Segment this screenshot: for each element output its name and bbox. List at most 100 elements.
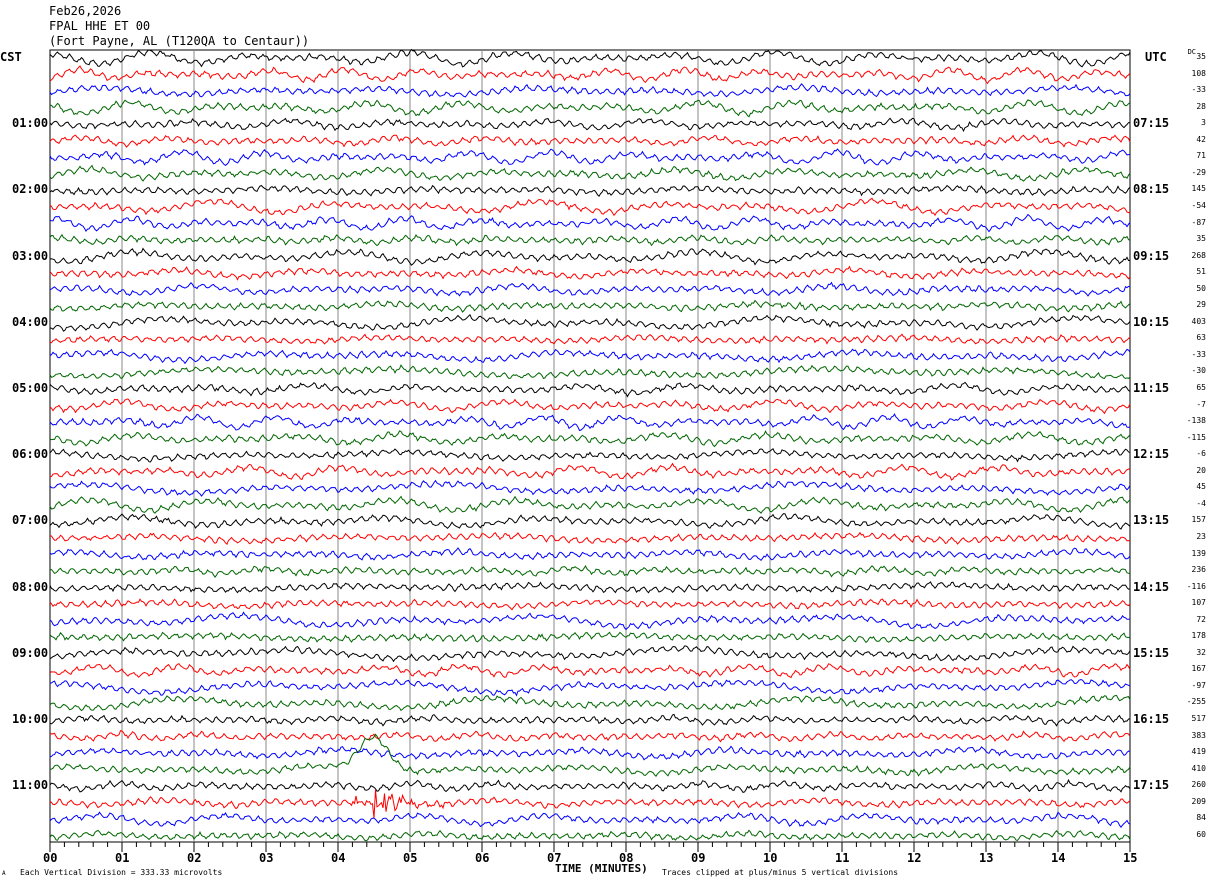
trace-0 xyxy=(49,48,1131,68)
dc-offset: -33 xyxy=(1191,85,1206,95)
trace-46 xyxy=(49,811,1131,829)
trace-47 xyxy=(49,829,1131,842)
trace-37 xyxy=(49,663,1131,679)
utc-hour-label: 12:15 xyxy=(1133,447,1170,462)
dc-offset: 20 xyxy=(1196,465,1206,475)
utc-label: UTC xyxy=(1145,50,1167,64)
x-tick-label: 12 xyxy=(907,851,922,865)
x-tick-label: 06 xyxy=(475,851,490,865)
dc-offset: 3 xyxy=(1201,118,1206,128)
dc-offset: 45 xyxy=(1196,482,1206,492)
trace-8 xyxy=(49,184,1131,197)
trace-41 xyxy=(49,729,1131,743)
plot-frame xyxy=(49,49,1131,843)
trace-30 xyxy=(49,547,1131,562)
dc-offset: -6 xyxy=(1196,449,1206,459)
x-tick-label: 03 xyxy=(259,851,274,865)
trace-34 xyxy=(49,611,1131,631)
x-tick-label: 07 xyxy=(547,851,562,865)
utc-hour-label: 11:15 xyxy=(1133,381,1170,395)
x-tick-label: 09 xyxy=(691,851,706,865)
dc-offset: 107 xyxy=(1191,598,1206,608)
trace-2 xyxy=(49,83,1131,98)
dc-offset: 145 xyxy=(1191,184,1206,194)
trace-24 xyxy=(49,448,1131,463)
trace-10 xyxy=(49,213,1131,233)
trace-28 xyxy=(49,513,1131,530)
dc-offset: -97 xyxy=(1191,680,1206,690)
dc-offset: 72 xyxy=(1196,614,1206,624)
trace-43 xyxy=(49,733,1131,777)
trace-15 xyxy=(49,299,1131,313)
dc-offset: -54 xyxy=(1191,200,1206,210)
trace-14 xyxy=(49,281,1131,297)
cst-hour-label: 06:00 xyxy=(12,447,49,462)
dc-offset: 419 xyxy=(1191,747,1206,757)
trace-36 xyxy=(49,645,1131,663)
dc-offset: 383 xyxy=(1191,730,1206,740)
dc-offset: -138 xyxy=(1186,416,1206,426)
dc-offset: 65 xyxy=(1196,383,1206,392)
cst-hour-label: 10:00 xyxy=(12,712,49,726)
cst-hour-label: 02:00 xyxy=(12,182,49,197)
cst-label: CST xyxy=(0,50,22,64)
trace-40 xyxy=(49,713,1131,727)
trace-13 xyxy=(49,265,1131,281)
dc-offset: 29 xyxy=(1196,300,1206,310)
trace-11 xyxy=(49,233,1131,247)
dc-offset: 63 xyxy=(1196,333,1206,343)
dc-offset: -4 xyxy=(1196,498,1206,508)
trace-33 xyxy=(49,598,1131,611)
dc-offset: 260 xyxy=(1191,780,1206,790)
dc-offset: 410 xyxy=(1191,763,1206,773)
x-tick-label: 08 xyxy=(619,851,634,865)
x-tick-label: 02 xyxy=(187,851,202,865)
dc-offset: 51 xyxy=(1196,267,1206,277)
utc-hour-label: 07:15 xyxy=(1133,116,1170,131)
cst-hour-label: 05:00 xyxy=(12,381,49,395)
dc-offset: 236 xyxy=(1191,565,1206,575)
trace-19 xyxy=(49,364,1131,380)
dc-offset: -33 xyxy=(1191,349,1206,359)
dc-offset: -115 xyxy=(1186,432,1206,442)
trace-44 xyxy=(49,778,1131,793)
dc-offset: 32 xyxy=(1196,647,1206,657)
dc-offset: 28 xyxy=(1196,101,1206,111)
cst-hour-label: 07:00 xyxy=(12,513,49,528)
dc-offset: 23 xyxy=(1196,531,1206,541)
trace-7 xyxy=(49,164,1131,182)
trace-3 xyxy=(49,99,1131,118)
dc-offset: -29 xyxy=(1191,167,1206,177)
trace-27 xyxy=(49,495,1131,514)
dc-offset: 178 xyxy=(1191,631,1206,641)
x-tick-label: 00 xyxy=(43,851,58,865)
utc-hour-label: 10:15 xyxy=(1133,314,1170,329)
x-tick-label: 01 xyxy=(115,851,130,865)
trace-42 xyxy=(49,745,1131,761)
dc-offset: -7 xyxy=(1196,399,1206,409)
trace-20 xyxy=(49,381,1131,398)
dc-offset: -255 xyxy=(1186,697,1206,707)
x-tick-label: 15 xyxy=(1123,851,1138,865)
trace-39 xyxy=(49,694,1131,712)
trace-16 xyxy=(49,313,1131,332)
trace-23 xyxy=(49,430,1131,448)
utc-hour-label: 16:15 xyxy=(1133,712,1170,726)
utc-hour-label: 08:15 xyxy=(1133,182,1170,197)
dc-offset: 50 xyxy=(1196,283,1206,293)
dc-label: DC xyxy=(1187,48,1196,56)
trace-22 xyxy=(49,413,1131,432)
cst-hour-label: 04:00 xyxy=(12,314,49,329)
trace-18 xyxy=(49,348,1131,365)
trace-31 xyxy=(50,565,1131,578)
x-tick-label: 05 xyxy=(403,851,418,865)
trace-32 xyxy=(49,581,1131,594)
dc-offset: -30 xyxy=(1191,366,1206,376)
dc-offset: 139 xyxy=(1191,548,1206,558)
dc-offset: 157 xyxy=(1191,515,1206,525)
trace-17 xyxy=(49,333,1131,345)
dc-offset: 35 xyxy=(1196,234,1206,244)
dc-offset: 517 xyxy=(1191,714,1206,723)
trace-26 xyxy=(49,479,1131,497)
